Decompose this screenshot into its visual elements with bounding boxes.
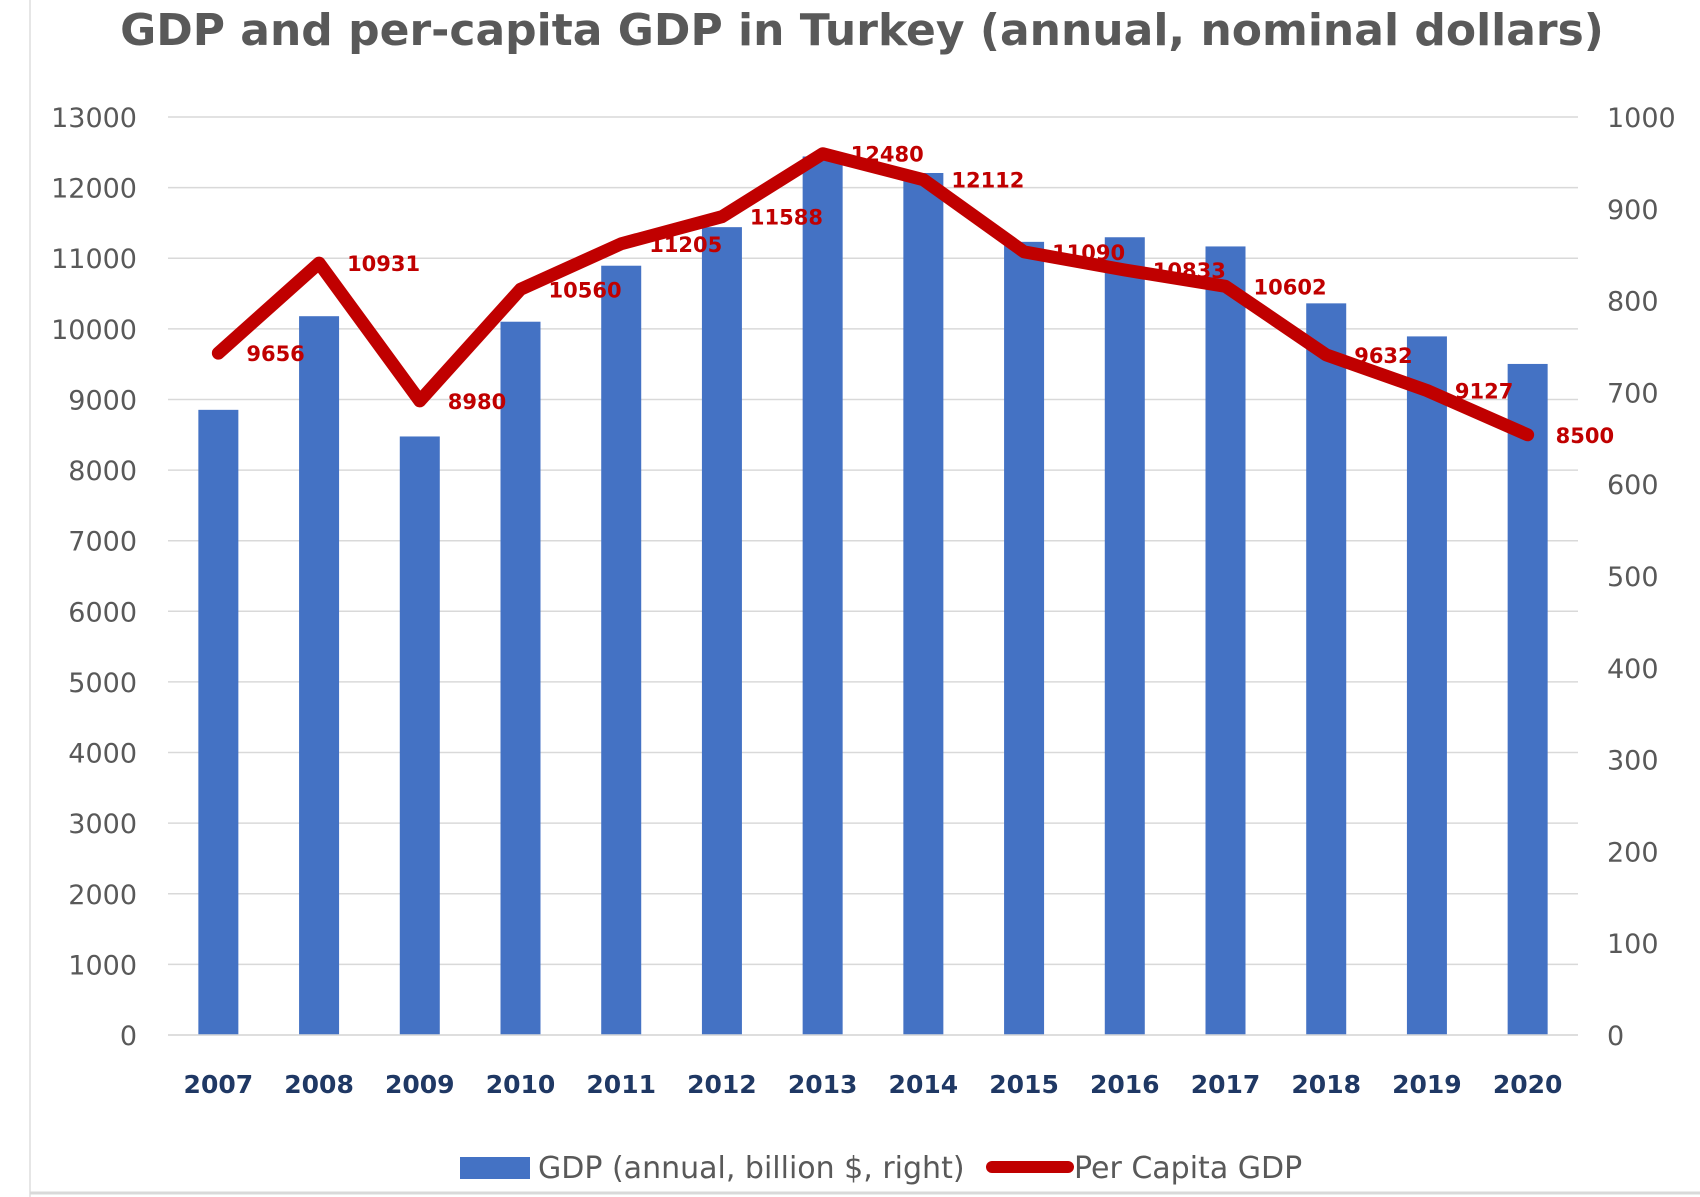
per-capita-point — [920, 176, 927, 183]
left-tick-label: 6000 — [68, 597, 137, 628]
x-tick-label: 2010 — [486, 1070, 556, 1099]
per-capita-point — [1524, 431, 1531, 438]
gdp-bar — [198, 409, 239, 1035]
right-tick-label: 600 — [1607, 470, 1659, 501]
legend-per-capita-label: Per Capita GDP — [1074, 1151, 1302, 1186]
x-tick-label: 2013 — [788, 1070, 858, 1099]
gdp-bar — [903, 172, 944, 1036]
gdp-bar — [1205, 246, 1246, 1036]
per-capita-point — [215, 350, 222, 357]
per-capita-data-label: 9127 — [1455, 379, 1513, 403]
per-capita-data-label: 11205 — [649, 233, 722, 257]
left-tick-label: 7000 — [68, 527, 137, 558]
x-tick-label: 2008 — [284, 1070, 354, 1099]
per-capita-point — [1121, 267, 1128, 274]
legend-gdp-label: GDP (annual, billion $, right) — [538, 1151, 965, 1186]
left-tick-label: 1000 — [68, 950, 137, 981]
right-tick-label: 700 — [1607, 378, 1659, 409]
per-capita-data-label: 12480 — [851, 143, 924, 167]
right-tick-label: 900 — [1607, 195, 1659, 226]
left-tick-label: 2000 — [68, 880, 137, 911]
right-tick-label: 0 — [1607, 1021, 1624, 1052]
x-tick-label: 2018 — [1291, 1070, 1361, 1099]
left-tick-label: 13000 — [51, 103, 137, 134]
gdp-bar — [1104, 237, 1145, 1035]
left-tick-label: 12000 — [51, 174, 137, 205]
gdp-bar — [701, 227, 742, 1035]
x-tick-label: 2014 — [889, 1070, 959, 1099]
right-tick-label: 200 — [1607, 837, 1659, 868]
x-axis-labels: 2007 2008 2009 2010 2011 2012 2013 2014 2015 2016… — [184, 1070, 1563, 1099]
per-capita-data-label: 8500 — [1556, 424, 1614, 448]
x-tick-label: 2015 — [989, 1070, 1059, 1099]
x-tick-label: 2019 — [1392, 1070, 1462, 1099]
left-tick-label: 4000 — [68, 739, 137, 770]
legend-gdp-swatch — [460, 1157, 530, 1179]
data-labels: 9656 10931 8980 10560 11205 11588 12480 12112 11… — [246, 143, 1614, 448]
per-capita-point — [618, 240, 625, 247]
per-capita-data-label: 8980 — [448, 390, 506, 414]
right-tick-label: 500 — [1607, 562, 1659, 593]
left-tick-label: 11000 — [51, 244, 137, 275]
per-capita-point — [1323, 351, 1330, 358]
per-capita-point — [316, 260, 323, 267]
chart-title: GDP and per-capita GDP in Turkey (annual… — [120, 5, 1604, 56]
per-capita-data-label: 9632 — [1354, 344, 1412, 368]
gdp-bars — [198, 156, 1548, 1036]
gdp-bar — [1406, 336, 1447, 1036]
per-capita-point — [1423, 387, 1430, 394]
per-capita-point — [416, 397, 423, 404]
gdp-bar — [399, 436, 440, 1035]
gdp-bar — [299, 316, 340, 1035]
left-tick-label: 3000 — [68, 809, 137, 840]
per-capita-point — [1222, 283, 1229, 290]
x-tick-label: 2020 — [1493, 1070, 1563, 1099]
per-capita-point — [718, 213, 725, 220]
x-tick-label: 2007 — [184, 1070, 254, 1099]
right-tick-label: 300 — [1607, 746, 1659, 777]
per-capita-data-label: 9656 — [246, 342, 304, 366]
right-tick-label: 100 — [1607, 929, 1659, 960]
left-tick-label: 10000 — [51, 315, 137, 346]
x-tick-label: 2011 — [586, 1070, 656, 1099]
left-tick-label: 5000 — [68, 668, 137, 699]
left-axis: 0 1000 2000 3000 4000 5000 6000 7000 8000 9000 100… — [51, 103, 137, 1052]
x-tick-label: 2012 — [687, 1070, 757, 1099]
right-tick-label: 400 — [1607, 654, 1659, 685]
gdp-bar — [1306, 303, 1347, 1035]
x-tick-label: 2009 — [385, 1070, 455, 1099]
per-capita-data-label: 12112 — [951, 169, 1024, 193]
x-tick-label: 2017 — [1191, 1070, 1261, 1099]
gdp-bar — [500, 321, 541, 1035]
left-tick-label: 9000 — [68, 385, 137, 416]
gdp-bar — [601, 265, 642, 1035]
x-tick-label: 2016 — [1090, 1070, 1160, 1099]
left-tick-label: 8000 — [68, 456, 137, 487]
per-capita-line — [211, 147, 1535, 442]
right-tick-label: 800 — [1607, 287, 1659, 318]
gdp-bar — [1507, 363, 1548, 1035]
per-capita-data-label: 11588 — [750, 206, 823, 230]
per-capita-polyline — [211, 147, 1535, 442]
gdp-bar — [1004, 241, 1045, 1035]
per-capita-data-label: 10560 — [549, 278, 622, 302]
per-capita-data-label: 11090 — [1052, 241, 1125, 265]
per-capita-data-label: 10931 — [347, 252, 420, 276]
per-capita-data-label: 10602 — [1254, 275, 1327, 299]
right-axis: 0 100 200 300 400 500 600 700 800 900 1000 — [1607, 103, 1676, 1052]
per-capita-point — [517, 286, 524, 293]
gdp-bar — [802, 156, 843, 1035]
right-tick-label: 1000 — [1607, 103, 1676, 134]
per-capita-data-label: 10833 — [1153, 259, 1226, 283]
legend: GDP (annual, billion $, right) Per Capit… — [460, 1151, 1302, 1186]
per-capita-point — [819, 150, 826, 157]
left-tick-label: 0 — [120, 1021, 137, 1052]
per-capita-point — [1021, 248, 1028, 255]
